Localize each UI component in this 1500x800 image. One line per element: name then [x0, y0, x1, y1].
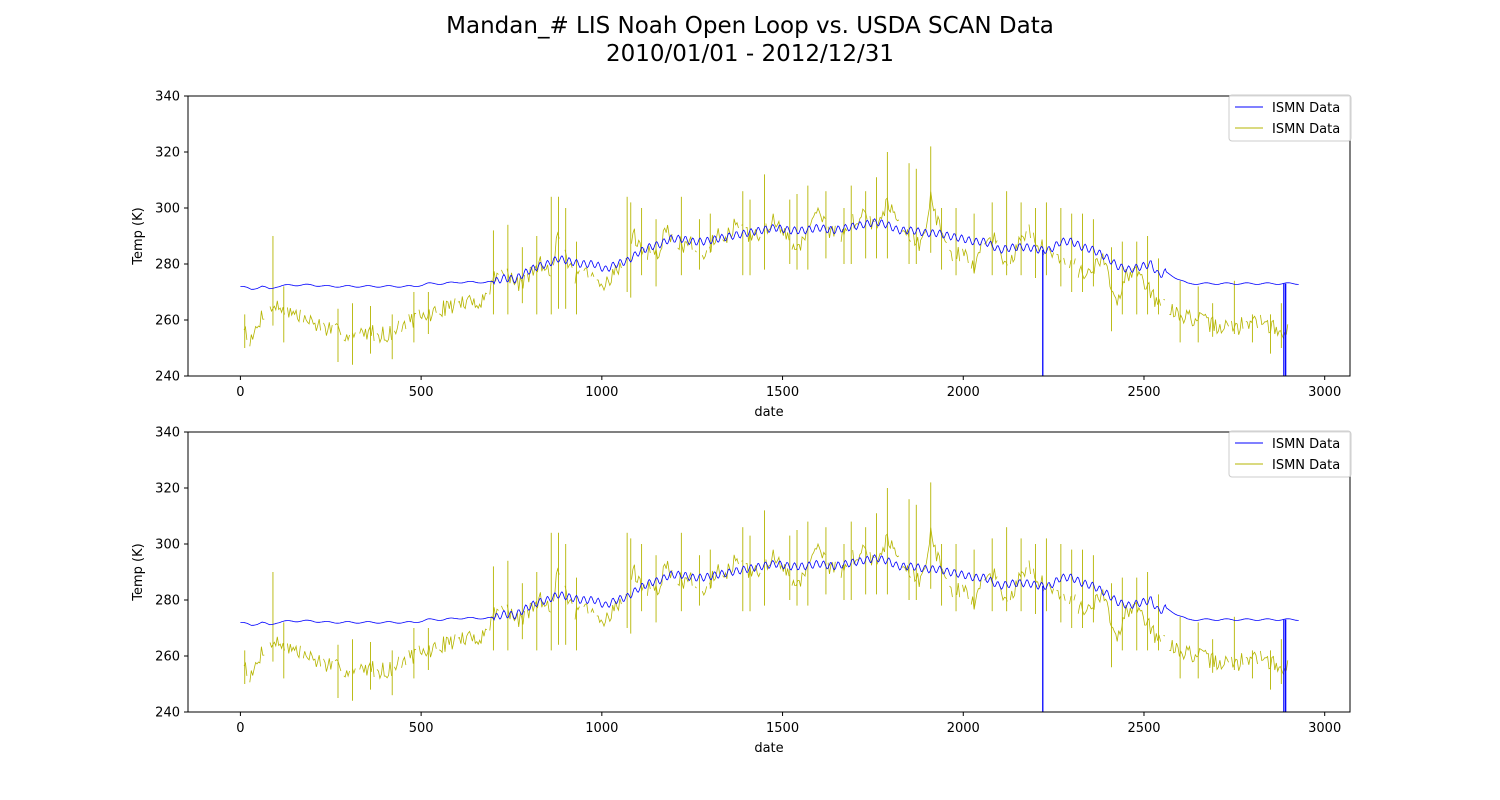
figure-title-line2: 2010/01/01 - 2012/12/31 [605, 41, 895, 67]
x-tick-label-2000: 2000 [947, 385, 980, 400]
x-tick-label-2500: 2500 [1127, 721, 1160, 736]
y-tick-label-240: 240 [155, 370, 180, 385]
x-axis-label: date [754, 405, 783, 420]
y-tick-label-300: 300 [155, 538, 180, 553]
x-tick-label-1000: 1000 [585, 721, 618, 736]
y-tick-label-240: 240 [155, 706, 180, 721]
legend: ISMN Data ISMN Data [1228, 430, 1352, 478]
y-axis-label: Temp (K) [131, 543, 146, 601]
x-tick-label-1500: 1500 [766, 721, 799, 736]
x-tick-label-1000: 1000 [585, 385, 618, 400]
chart-panel-2: 0 500 1000 1500 2000 2500 3000 240 260 280 300 320 3… [131, 426, 1352, 756]
x-tick-label-500: 500 [409, 385, 434, 400]
y-tick-label-260: 260 [155, 650, 180, 665]
chart-panel-1: 0 500 1000 1500 2000 2500 3000 240 260 280 300 320 3… [131, 90, 1352, 420]
y-tick-label-320: 320 [155, 482, 180, 497]
figure-title-line1: Mandan_# LIS Noah Open Loop vs. USDA SCA… [446, 13, 1054, 39]
y-tick-label-300: 300 [155, 202, 180, 217]
series-ismn-data-yellow-line [243, 191, 1289, 347]
x-axis-label: date [754, 741, 783, 756]
legend-label-2: ISMN Data [1272, 458, 1340, 473]
plot-area [240, 146, 1299, 376]
x-tick-label-0: 0 [236, 385, 244, 400]
legend-label-1: ISMN Data [1272, 437, 1340, 452]
x-tick-label-3000: 3000 [1308, 385, 1341, 400]
axes-frame [187, 431, 1351, 713]
legend: ISMN Data ISMN Data [1228, 94, 1352, 142]
y-tick-label-340: 340 [155, 426, 180, 441]
x-tick-label-1500: 1500 [766, 385, 799, 400]
axes-frame [187, 95, 1351, 377]
x-tick-label-0: 0 [236, 721, 244, 736]
plot-area [240, 482, 1299, 712]
legend-label-2: ISMN Data [1272, 122, 1340, 137]
series-ismn-data-blue-line [240, 554, 1299, 626]
x-tick-label-3000: 3000 [1308, 721, 1341, 736]
y-tick-label-320: 320 [155, 146, 180, 161]
y-axis-label: Temp (K) [131, 207, 146, 265]
y-tick-label-280: 280 [155, 258, 180, 273]
x-tick-label-2500: 2500 [1127, 385, 1160, 400]
y-tick-label-280: 280 [155, 594, 180, 609]
legend-label-1: ISMN Data [1272, 101, 1340, 116]
series-ismn-data-blue-line [240, 218, 1299, 290]
y-tick-label-260: 260 [155, 314, 180, 329]
y-tick-label-340: 340 [155, 90, 180, 105]
series-ismn-data-yellow-line [243, 527, 1289, 683]
figure-title: Mandan_# LIS Noah Open Loop vs. USDA SCA… [0, 12, 1500, 68]
x-tick-label-500: 500 [409, 721, 434, 736]
x-tick-label-2000: 2000 [947, 721, 980, 736]
